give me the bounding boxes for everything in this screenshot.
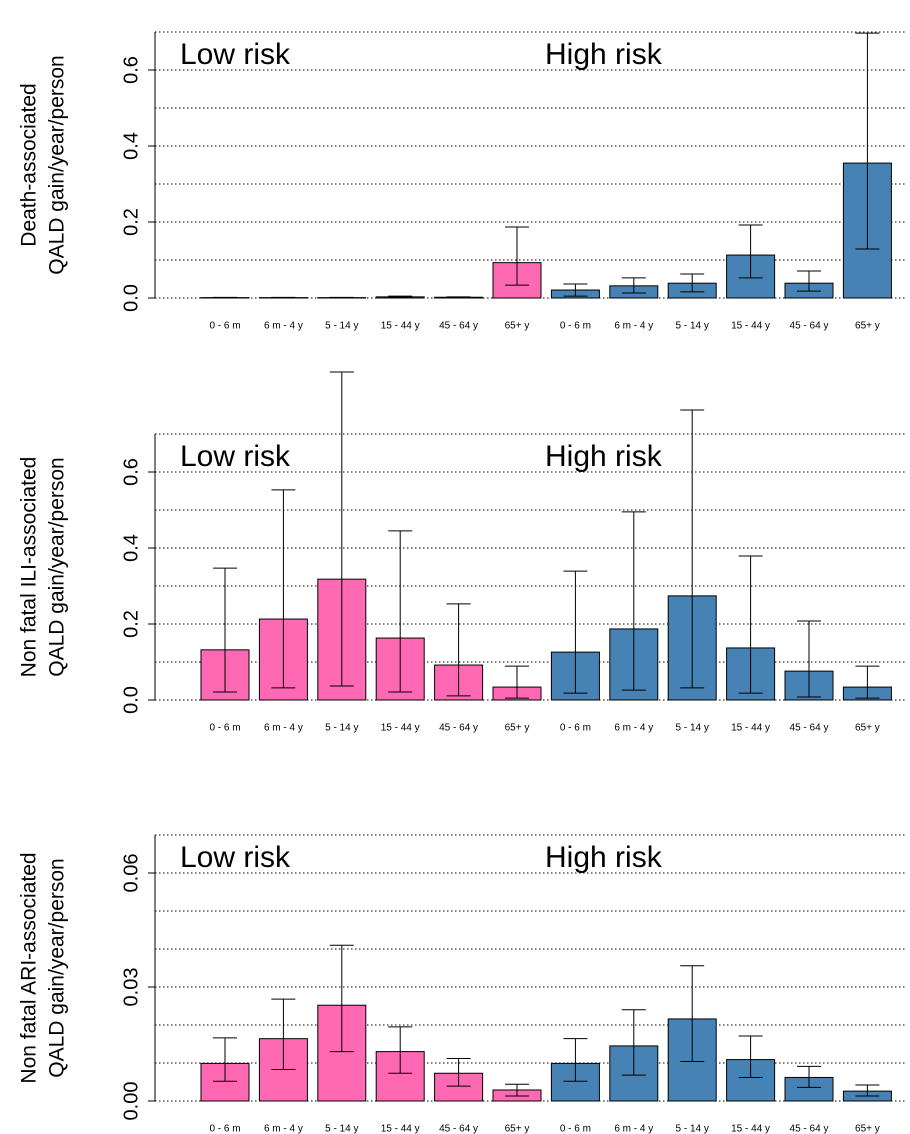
series-label: High risk: [545, 440, 663, 473]
x-tick-label: 0 - 6 m: [209, 1124, 240, 1134]
series-label: Low risk: [180, 841, 291, 874]
y-tick-label: 0.2: [120, 208, 142, 236]
y-tick-label: 0.03: [120, 968, 142, 1007]
x-tick-label: 15 - 44 y: [731, 321, 770, 332]
bar: [434, 1072, 484, 1102]
x-tick-label: 65+ y: [505, 321, 530, 332]
y-tick-label: 0.0: [120, 686, 142, 714]
x-tick-label: 5 - 14 y: [325, 1124, 358, 1134]
series-label: Low risk: [180, 440, 291, 473]
y-tick-label: 0.00: [120, 1082, 142, 1121]
x-tick-label: 6 m - 4 y: [264, 723, 303, 734]
series-label: High risk: [545, 841, 663, 874]
x-tick-label: 0 - 6 m: [209, 321, 240, 332]
x-tick-label: 15 - 44 y: [731, 1124, 770, 1134]
x-tick-label: 0 - 6 m: [560, 1124, 591, 1134]
x-tick-label: 45 - 64 y: [790, 1124, 829, 1134]
x-tick-label: 65+ y: [855, 1124, 880, 1134]
y-tick-label: 0.4: [120, 132, 142, 160]
x-tick-label: 15 - 44 y: [381, 723, 420, 734]
x-tick-label: 5 - 14 y: [325, 723, 358, 734]
x-tick-label: 45 - 64 y: [439, 321, 478, 332]
x-tick-label: 65+ y: [855, 723, 880, 734]
y-axis-label: QALD gain/year/person: [46, 858, 69, 1077]
y-tick-label: 0.06: [120, 854, 142, 893]
y-axis-label: Death-associated: [18, 83, 41, 246]
x-tick-label: 0 - 6 m: [209, 723, 240, 734]
x-tick-label: 5 - 14 y: [676, 321, 709, 332]
y-axis-label: QALD gain/year/person: [46, 55, 69, 274]
x-tick-label: 45 - 64 y: [439, 723, 478, 734]
y-axis-label: Non fatal ILI-associated: [18, 457, 41, 678]
x-tick-label: 0 - 6 m: [560, 723, 591, 734]
y-tick-label: 0.2: [120, 610, 142, 638]
y-tick-label: 0.0: [120, 284, 142, 312]
x-tick-label: 65+ y: [855, 321, 880, 332]
x-tick-label: 5 - 14 y: [676, 723, 709, 734]
x-tick-label: 45 - 64 y: [790, 723, 829, 734]
x-tick-label: 6 m - 4 y: [614, 1124, 653, 1134]
x-tick-label: 6 m - 4 y: [614, 321, 653, 332]
x-tick-label: 0 - 6 m: [560, 321, 591, 332]
series-label: High risk: [545, 38, 663, 71]
x-tick-label: 6 m - 4 y: [264, 321, 303, 332]
y-tick-label: 0.6: [120, 458, 142, 486]
x-tick-label: 5 - 14 y: [325, 321, 358, 332]
x-tick-label: 15 - 44 y: [381, 1124, 420, 1134]
y-axis-label: QALD gain/year/person: [46, 457, 69, 676]
x-tick-label: 5 - 14 y: [676, 1124, 709, 1134]
x-tick-label: 15 - 44 y: [381, 321, 420, 332]
x-tick-label: 45 - 64 y: [439, 1124, 478, 1134]
x-tick-label: 65+ y: [505, 1124, 530, 1134]
x-tick-label: 6 m - 4 y: [614, 723, 653, 734]
x-tick-label: 6 m - 4 y: [264, 1124, 303, 1134]
series-label: Low risk: [180, 38, 291, 71]
x-tick-label: 45 - 64 y: [790, 321, 829, 332]
x-tick-label: 15 - 44 y: [731, 723, 770, 734]
x-tick-label: 65+ y: [505, 723, 530, 734]
y-axis-label: Non fatal ARI-associated: [18, 852, 41, 1083]
y-tick-label: 0.4: [120, 534, 142, 562]
y-tick-label: 0.6: [120, 56, 142, 84]
